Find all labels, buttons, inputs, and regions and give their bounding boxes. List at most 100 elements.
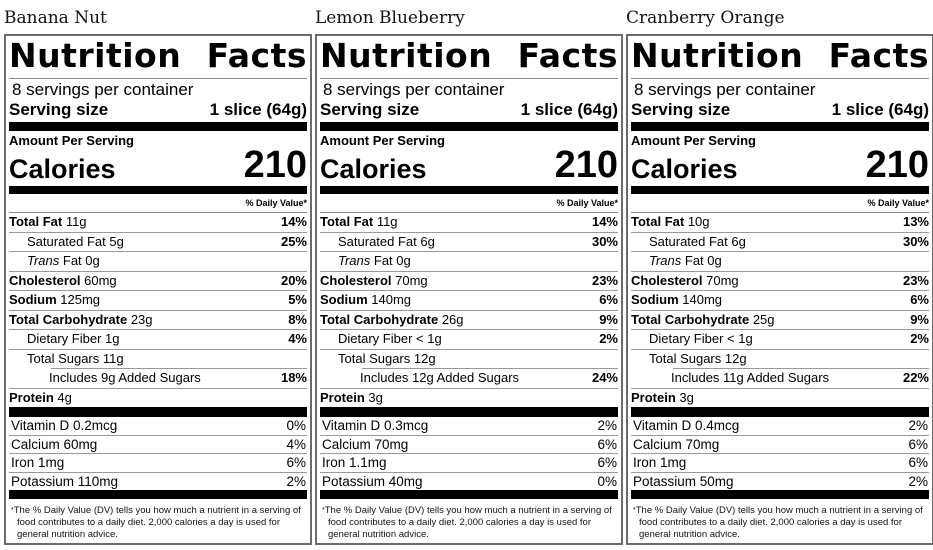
servings-per-container: 8 servings per container — [634, 80, 816, 99]
nutrient-label-italic: Trans — [338, 253, 371, 268]
row-total-carbohydrate: Total Carbohydrate 26g 9% — [320, 311, 618, 330]
nutrient-label: Saturated Fat — [338, 233, 417, 249]
thick-divider — [631, 122, 929, 131]
daily-value-pct: 2% — [908, 473, 928, 489]
nutrient-amount: 70mg — [391, 272, 428, 288]
row-saturated-fat: Saturated Fat 6g 30% — [320, 233, 618, 252]
vitamin-amount: 0.2mcg — [69, 418, 118, 433]
row-calcium: Calcium 70mg 6% — [631, 436, 929, 454]
daily-value-pct: 6% — [599, 292, 618, 307]
nutrient-amount: 11g — [373, 214, 398, 229]
footnote-text: The % Daily Value (DV) tells you how muc… — [13, 505, 301, 540]
heading-word-nutrition: Nutrition — [9, 36, 182, 75]
daily-value-pct: 30% — [591, 233, 618, 249]
nutrient-label: Includes — [360, 370, 409, 385]
thick-divider — [9, 407, 307, 417]
amount-per-serving: Amount Per Serving — [9, 133, 134, 148]
daily-value-pct: 6% — [286, 455, 306, 470]
daily-value-pct: 23% — [591, 272, 618, 288]
serving-size-value: 1 slice (64g) — [520, 100, 618, 119]
added-sugars-divider — [362, 368, 618, 369]
nutrient-amount: 11g — [99, 350, 124, 366]
daily-value-pct: 2% — [910, 331, 929, 346]
nutrient-label: Total Carbohydrate — [631, 311, 750, 327]
nutrition-facts-heading: Nutrition Facts — [320, 36, 618, 78]
calories-value: 210 — [243, 144, 307, 186]
nutrient-label: Dietary Fiber — [649, 331, 724, 346]
row-trans-fat: Trans Fat 0g — [9, 252, 307, 272]
daily-value-pct: 6% — [908, 436, 928, 452]
footnote: *The % Daily Value (DV) tells you how mu… — [9, 499, 307, 541]
divider — [631, 78, 929, 79]
nutrient-amount: 70mg — [702, 272, 739, 288]
daily-value-pct: 14% — [591, 214, 618, 229]
amount-per-serving: Amount Per Serving — [320, 133, 445, 148]
nutrient-label: Fat — [59, 253, 82, 268]
nutrient-label: Sodium — [631, 292, 679, 307]
row-total-sugars: Total Sugars 12g — [320, 350, 618, 369]
thick-divider — [631, 490, 929, 499]
nutrient-amount: 6g — [416, 233, 435, 249]
daily-value-pct: 13% — [902, 214, 929, 229]
nutrient-amount: 125mg — [56, 292, 101, 307]
daily-value-pct: 2% — [286, 473, 306, 489]
nutrient-label: Added Sugars — [436, 370, 520, 385]
vitamin-amount: 110mg — [74, 473, 119, 489]
row-vitamin-d: Vitamin D 0.2mcg 0% — [9, 417, 307, 436]
row-calcium: Calcium 70mg 6% — [320, 436, 618, 454]
calories-label: Calories — [320, 154, 427, 184]
nutrient-label: Cholesterol — [320, 272, 392, 288]
vitamin-amount: 1mg — [656, 455, 687, 470]
nutrient-amount: 9g — [97, 370, 119, 385]
vitamin-amount: 70mg — [681, 436, 720, 452]
row-trans-fat: Trans Fat 0g — [320, 252, 618, 272]
serving-size-value: 1 slice (64g) — [209, 100, 307, 119]
nutrient-label: Total Fat — [9, 214, 63, 229]
daily-value-pct: 22% — [902, 370, 929, 385]
calories-row: Calories 210 — [9, 144, 307, 186]
daily-value-header: % Daily Value* — [9, 194, 307, 213]
serving-size-label: Serving size — [320, 100, 420, 119]
calories-row: Calories 210 — [320, 144, 618, 186]
nutrient-amount: 140mg — [678, 292, 723, 307]
row-total-sugars: Total Sugars 11g — [9, 350, 307, 369]
footnote: *The % Daily Value (DV) tells you how mu… — [320, 499, 618, 541]
nutrient-amount: 0g — [81, 253, 100, 268]
vitamin-label: Calcium — [633, 436, 682, 452]
nutrient-label: Protein — [9, 389, 54, 405]
daily-value-pct: 6% — [597, 455, 617, 470]
nutrient-amount: 10g — [684, 214, 710, 229]
row-calcium: Calcium 60mg 4% — [9, 436, 307, 454]
row-total-carbohydrate: Total Carbohydrate 25g 9% — [631, 311, 929, 330]
thick-divider — [9, 186, 307, 194]
row-trans-fat: Trans Fat 0g — [631, 252, 929, 272]
nutrient-label: Total Sugars — [649, 350, 722, 366]
nutrient-label: Protein — [320, 389, 365, 405]
calories-value: 210 — [554, 144, 618, 186]
heading-word-nutrition: Nutrition — [631, 36, 804, 75]
nutrient-label: Total Sugars — [27, 350, 100, 366]
nutrient-amount: 12g — [410, 350, 436, 366]
nutrient-amount: 11g — [719, 370, 747, 385]
row-sodium: Sodium 125mg 5% — [9, 291, 307, 311]
vitamin-label: Iron — [11, 455, 35, 470]
nutrient-amount: 6g — [727, 233, 746, 249]
row-sodium: Sodium 140mg 6% — [320, 291, 618, 311]
row-cholesterol: Cholesterol 60mg 20% — [9, 272, 307, 291]
vitamin-label: Calcium — [322, 436, 371, 452]
thick-divider — [320, 407, 618, 417]
vitamin-amount: 60mg — [59, 436, 98, 452]
row-potassium: Potassium 40mg 0% — [320, 473, 618, 491]
daily-value-pct: 20% — [280, 272, 307, 288]
nutrient-amount: 25g — [749, 311, 775, 327]
nutrient-label: Fat — [370, 253, 393, 268]
row-iron: Iron 1.1mg 6% — [320, 454, 618, 473]
nutrition-facts-heading: Nutrition Facts — [9, 36, 307, 78]
footnote-text: The % Daily Value (DV) tells you how muc… — [635, 505, 923, 540]
daily-value-pct: 2% — [599, 331, 618, 346]
row-protein: Protein 3g — [320, 389, 618, 408]
product-name: Banana Nut — [4, 8, 107, 28]
nutrient-amount: < 1g — [412, 331, 442, 346]
nutrition-facts-label: Nutrition Facts 8 servings per container… — [626, 34, 933, 545]
row-iron: Iron 1mg 6% — [631, 454, 929, 473]
